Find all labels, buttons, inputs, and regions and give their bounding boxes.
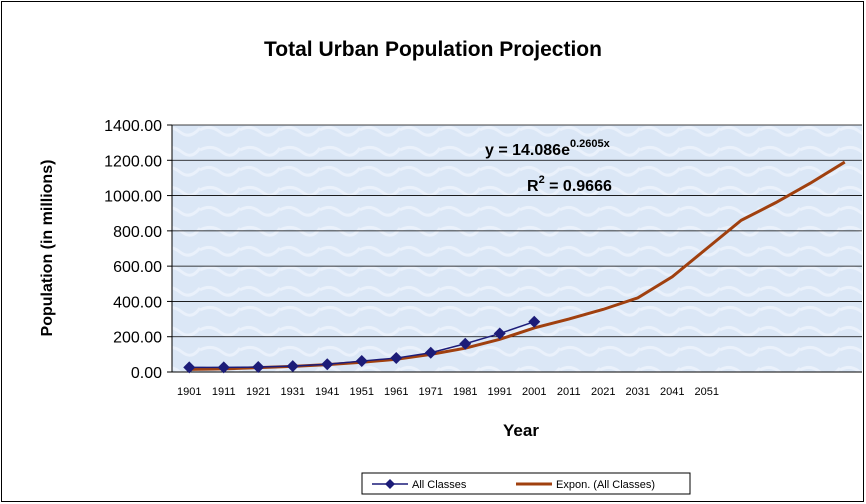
data-point — [183, 361, 196, 374]
plot-area — [172, 125, 862, 372]
x-tick-label: 1991 — [488, 386, 512, 398]
data-point — [321, 358, 334, 371]
data-point — [528, 315, 541, 328]
x-tick-label: 1971 — [419, 386, 443, 398]
x-tick-label: 2011 — [557, 386, 581, 398]
data-point — [390, 352, 403, 365]
legend-label: Expon. (All Classes) — [556, 479, 655, 491]
x-tick-label: 2021 — [591, 386, 615, 398]
legend-marker — [385, 479, 395, 489]
x-axis-title: Year — [503, 421, 539, 440]
y-axis-title: Population (in millions) — [39, 160, 56, 337]
data-point — [286, 360, 299, 373]
y-tick-label: 600.00 — [113, 259, 162, 276]
y-tick-label: 0.00 — [131, 365, 162, 382]
chart-title: Total Urban Population Projection — [264, 38, 602, 61]
x-tick-label: 2031 — [626, 386, 650, 398]
trend-r-squared: R2 = 0.9666 — [527, 174, 612, 195]
x-tick-label: 1901 — [177, 386, 201, 398]
data-point — [424, 346, 437, 359]
y-tick-label: 1400.00 — [104, 118, 162, 135]
data-point — [217, 361, 230, 374]
y-tick-label: 400.00 — [113, 294, 162, 311]
x-tick-label: 1911 — [212, 386, 236, 398]
x-tick-label: 1961 — [384, 386, 408, 398]
y-tick-label: 1000.00 — [104, 189, 162, 206]
y-tick-label: 200.00 — [113, 330, 162, 347]
trend-equation: y = 14.086e0.2605x — [485, 138, 611, 159]
data-point — [459, 337, 472, 350]
x-tick-label: 1921 — [246, 386, 270, 398]
y-tick-label: 1200.00 — [104, 153, 162, 170]
x-tick-label: 1931 — [281, 386, 305, 398]
x-tick-label: 2051 — [695, 386, 719, 398]
data-point — [355, 355, 368, 368]
x-tick-label: 2041 — [660, 386, 684, 398]
x-tick-label: 1951 — [350, 386, 374, 398]
data-point — [493, 327, 506, 340]
x-tick-label: 1941 — [315, 386, 339, 398]
data-point — [252, 361, 265, 374]
x-tick-label: 1981 — [453, 386, 477, 398]
legend-label: All Classes — [412, 479, 467, 491]
y-tick-label: 800.00 — [113, 224, 162, 241]
x-tick-label: 2001 — [522, 386, 546, 398]
